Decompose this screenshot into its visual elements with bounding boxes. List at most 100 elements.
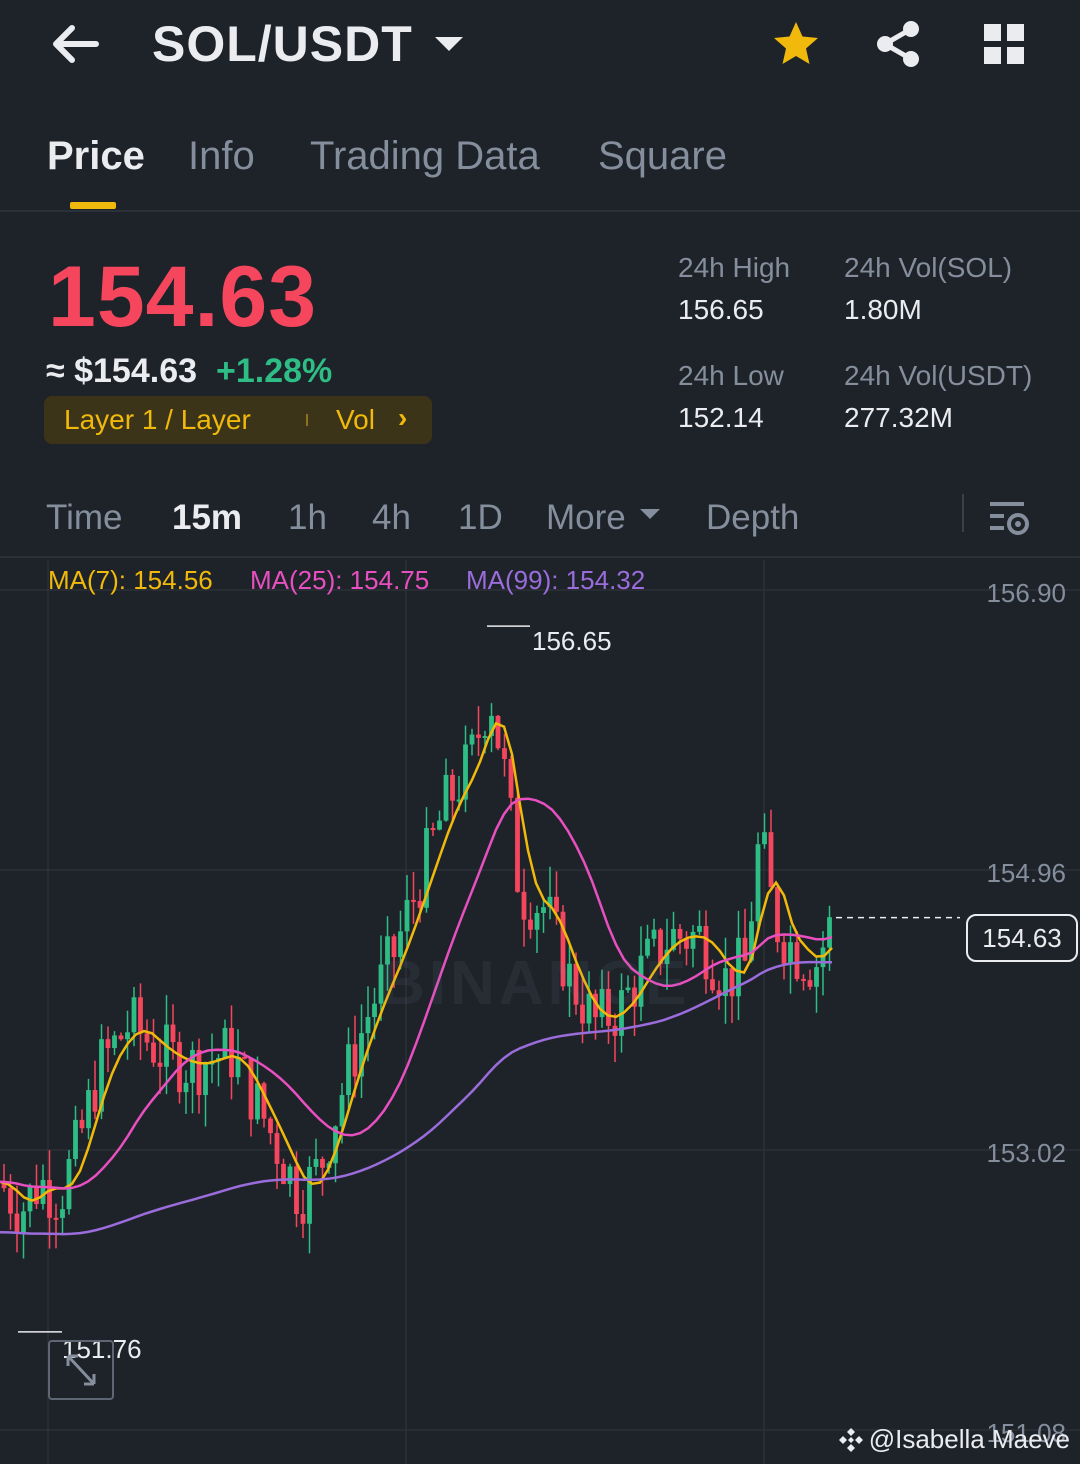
candle-body [307, 1166, 312, 1224]
candle-body [92, 1090, 98, 1112]
category-tag[interactable]: Layer 1 / Layer Vol › [44, 396, 432, 444]
candle-body [60, 1209, 65, 1218]
candle-body [53, 1217, 59, 1220]
y-tick-label: 154.96 [986, 858, 1066, 888]
vol-sol-label: 24h Vol(SOL) [844, 252, 1013, 283]
chart-settings-icon[interactable] [984, 492, 1036, 544]
interval-more[interactable]: More [546, 498, 660, 538]
section-tabs: Price Info Trading Data Square [0, 120, 1080, 212]
candle-body [606, 988, 611, 1026]
candle-body [170, 1024, 176, 1043]
candle-body [632, 987, 637, 1007]
pair-title: SOL/USDT [152, 16, 413, 72]
candle-body [463, 744, 468, 800]
candle-body [703, 925, 709, 980]
price-chart[interactable] [0, 560, 1080, 1464]
candle-body [131, 997, 137, 1033]
candle-body [625, 987, 631, 991]
candle-body [73, 1119, 78, 1160]
candle-body [775, 887, 780, 943]
candle-body [157, 1062, 163, 1067]
candlestick-chart[interactable] [0, 560, 1080, 1464]
candle-body [684, 938, 689, 949]
candle-body [235, 1056, 241, 1078]
candle-body [274, 1133, 280, 1164]
ma99-line [0, 960, 833, 1236]
candle-body [450, 774, 455, 801]
candle-body [502, 748, 507, 760]
candle-body [489, 715, 494, 737]
tag-divider [306, 414, 308, 426]
candle-body [515, 797, 520, 892]
credit-text: @Isabella Maeve [868, 1424, 1070, 1454]
candle-body [99, 1039, 104, 1112]
candle-body [300, 1213, 306, 1224]
interval-time[interactable]: Time [46, 498, 123, 537]
candle-body [398, 931, 403, 958]
candle-body [112, 1035, 117, 1049]
top-bar: SOL/USDT [0, 0, 1080, 96]
author-credit: @Isabella Maeve [837, 1424, 1070, 1455]
candle-body [456, 799, 462, 802]
candle-body [105, 1039, 111, 1049]
vol-label: Vol [336, 404, 375, 435]
candle-body [21, 1211, 26, 1234]
vol-usdt-value: 277.32M [844, 402, 953, 433]
interval-4h[interactable]: 4h [372, 498, 411, 537]
candle-body [476, 734, 481, 738]
candle-body [138, 997, 143, 1034]
tab-price[interactable]: Price [47, 134, 145, 178]
fullscreen-toggle-icon[interactable] [48, 1340, 114, 1400]
candle-body [781, 942, 787, 964]
pair-selector[interactable]: SOL/USDT [152, 12, 463, 76]
star-icon[interactable] [768, 16, 824, 72]
low-marker-label: 151.76 [62, 1334, 142, 1364]
candle-body [495, 715, 501, 749]
high-24h-value: 156.65 [678, 294, 764, 325]
candle-body [359, 1033, 364, 1077]
candle-body [333, 1126, 338, 1164]
vol-usdt-label: 24h Vol(USDT) [844, 360, 1033, 391]
candle-body [742, 937, 748, 961]
candle-body [768, 832, 774, 888]
candle-body [729, 968, 735, 997]
candle-body [567, 963, 572, 987]
candle-body [794, 942, 800, 979]
share-icon[interactable] [870, 16, 926, 72]
interval-1h[interactable]: 1h [288, 498, 327, 537]
candle-body [645, 938, 650, 956]
category-label: Layer 1 / Layer [64, 404, 251, 435]
candle-body [196, 1049, 202, 1096]
candle-body [118, 1035, 124, 1040]
y-tick-label: 156.90 [986, 578, 1066, 608]
tab-square[interactable]: Square [598, 134, 727, 178]
candle-body [430, 828, 436, 831]
candle-body [716, 990, 722, 997]
grid-icon[interactable] [976, 16, 1032, 72]
candle-body [1, 1181, 7, 1189]
candle-body [710, 979, 715, 991]
interval-depth[interactable]: Depth [706, 498, 800, 537]
chevron-right-icon: › [398, 402, 408, 433]
candle-body [287, 1166, 293, 1185]
tab-info[interactable]: Info [188, 134, 255, 178]
tab-trading-data[interactable]: Trading Data [310, 134, 540, 178]
candle-body [762, 832, 767, 845]
ma99-legend: MA(99): 154.32 [466, 565, 646, 595]
interval-1d[interactable]: 1D [458, 498, 503, 537]
caret-down-icon [434, 37, 463, 51]
interval-15m[interactable]: 15m [172, 498, 243, 537]
back-arrow-icon[interactable] [40, 14, 110, 74]
candle-body [14, 1213, 20, 1234]
candle-body [248, 1058, 254, 1120]
candle-body [34, 1185, 39, 1205]
candle-body [424, 828, 429, 908]
candle-body [638, 955, 644, 1007]
candle-body [554, 896, 559, 912]
candle-body [183, 1082, 189, 1093]
candle-body [508, 759, 514, 798]
candle-body [404, 899, 410, 932]
caret-down-icon [639, 508, 660, 519]
candle-body [788, 942, 793, 964]
candle-body [365, 1017, 371, 1034]
